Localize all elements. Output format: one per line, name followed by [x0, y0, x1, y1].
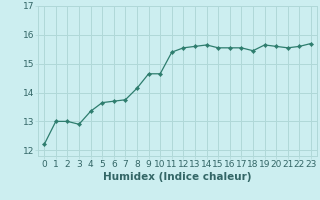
X-axis label: Humidex (Indice chaleur): Humidex (Indice chaleur)	[103, 172, 252, 182]
